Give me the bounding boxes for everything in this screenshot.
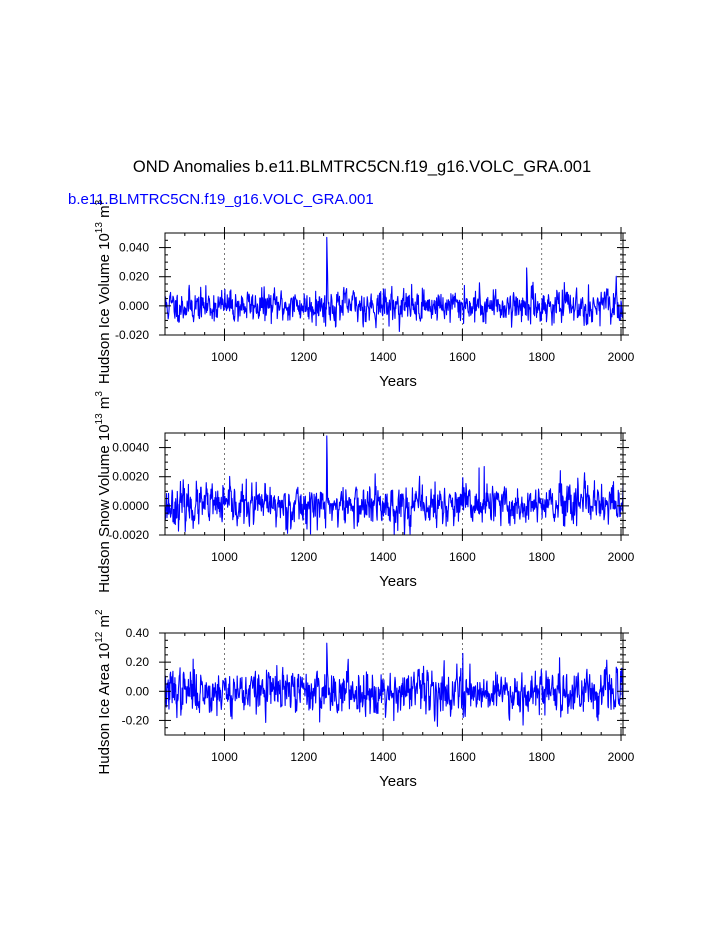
x-tick-label: 2000 <box>608 550 635 564</box>
y-axis-label: Hudson Snow Volume 1013 m3 <box>94 391 113 593</box>
x-tick-label: 1800 <box>528 350 555 364</box>
y-tick-label: -0.020 <box>115 328 149 342</box>
y-tick-label: 0.040 <box>119 241 149 255</box>
x-tick-label: 1400 <box>370 350 397 364</box>
x-axis-label: Years <box>379 573 417 590</box>
x-tick-label: 1600 <box>449 550 476 564</box>
figure-title: OND Anomalies b.e11.BLMTRC5CN.f19_g16.VO… <box>133 158 591 176</box>
y-tick-label: 0.000 <box>119 299 149 313</box>
y-tick-label: -0.0020 <box>108 528 149 542</box>
panel-ice-area: 1000 1200 1400 1600 1800 2000 -0.20 0.00 0.20 0.4… <box>94 609 635 790</box>
x-tick-label: 1000 <box>211 750 238 764</box>
y-axis-label: Hudson Ice Area 1012 m2 <box>94 609 113 775</box>
figure-subtitle: b.e11.BLMTRC5CN.f19_g16.VOLC_GRA.001 <box>68 191 374 208</box>
y-tick-label: 0.0040 <box>112 441 149 455</box>
x-tick-label: 1600 <box>449 750 476 764</box>
x-tick-label: 1200 <box>290 750 317 764</box>
x-tick-label: 1000 <box>211 350 238 364</box>
x-tick-label: 1000 <box>211 550 238 564</box>
x-tick-label: 1800 <box>528 750 555 764</box>
y-axis-label: Hudson Ice Volume 1013 m3 <box>94 199 113 384</box>
x-tick-label: 1200 <box>290 550 317 564</box>
y-tick-label: 0.020 <box>119 270 149 284</box>
y-tick-label: 0.40 <box>126 626 150 640</box>
y-tick-label: 0.00 <box>126 684 150 698</box>
x-tick-label: 1200 <box>290 350 317 364</box>
series-line-snow-volume <box>164 435 624 536</box>
series-line-ice-area <box>164 642 624 727</box>
x-tick-label: 1400 <box>370 550 397 564</box>
x-tick-label: 1600 <box>449 350 476 364</box>
series-line-ice-volume <box>164 236 624 333</box>
y-tick-label: -0.20 <box>122 713 150 727</box>
panel-snow-volume: 1000 1200 1400 1600 1800 2000 -0.0020 0.0000 0.0… <box>94 391 635 593</box>
x-tick-label: 2000 <box>608 350 635 364</box>
y-tick-label: 0.0000 <box>112 499 149 513</box>
x-axis-label: Years <box>379 773 417 790</box>
y-tick-label: 0.20 <box>126 655 150 669</box>
panel-ice-volume: 1000 1200 1400 1600 1800 2000 -0.020 0.000 0.020… <box>94 199 635 390</box>
x-axis-label: Years <box>379 373 417 390</box>
x-tick-label: 1400 <box>370 750 397 764</box>
x-tick-label: 2000 <box>608 750 635 764</box>
x-tick-label: 1800 <box>528 550 555 564</box>
y-tick-label: 0.0020 <box>112 470 149 484</box>
